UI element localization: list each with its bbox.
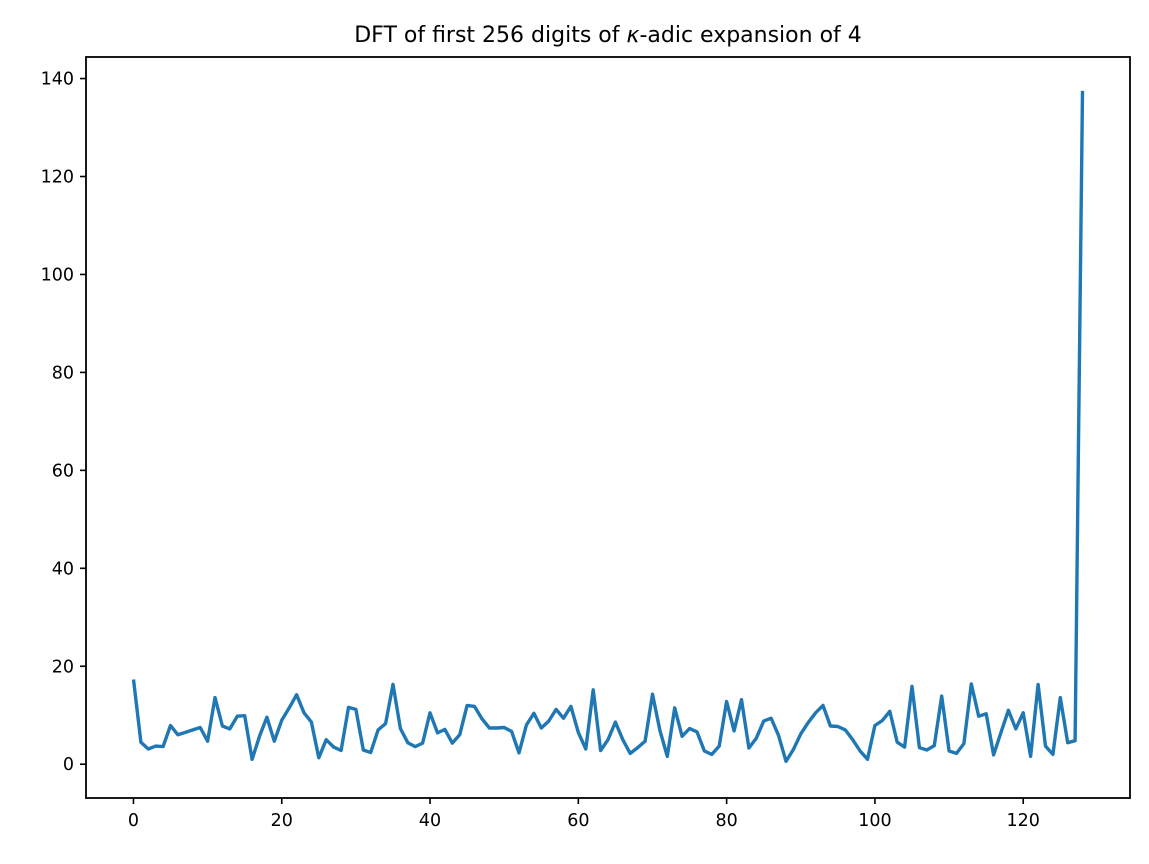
- chart-title-prefix: DFT of first 256 digits of: [354, 23, 626, 48]
- y-tick-label: 20: [52, 657, 74, 677]
- x-tick-label: 60: [567, 811, 589, 831]
- chart-title-kappa: κ: [626, 23, 639, 48]
- axis-ticks: 0 20 40 60 80 100 120 0 20 40 60 80 100 120 140: [41, 70, 1040, 831]
- y-tick-label: 140: [41, 70, 74, 90]
- x-tick-label: 100: [858, 811, 891, 831]
- y-tick-label: 0: [63, 755, 74, 775]
- y-tick-label: 60: [52, 461, 74, 481]
- data-series: [131, 90, 1085, 763]
- y-tick-label: 80: [52, 363, 74, 383]
- chart-title: DFT of first 256 digits of κ-adic expans…: [354, 23, 862, 48]
- y-tick-label: 120: [41, 168, 74, 188]
- axes-spines: [85, 56, 1131, 799]
- chart-title-suffix: -adic expansion of 4: [639, 23, 861, 48]
- x-tick-label: 80: [715, 811, 737, 831]
- x-tick-label: 0: [128, 811, 139, 831]
- x-tick-label: 40: [419, 811, 441, 831]
- plot-area: [86, 57, 1130, 798]
- x-tick-label: 120: [1007, 811, 1040, 831]
- y-tick-label: 100: [41, 265, 74, 285]
- y-tick-label: 40: [52, 559, 74, 579]
- dft-series-line: [131, 90, 1085, 763]
- x-tick-label: 20: [271, 811, 293, 831]
